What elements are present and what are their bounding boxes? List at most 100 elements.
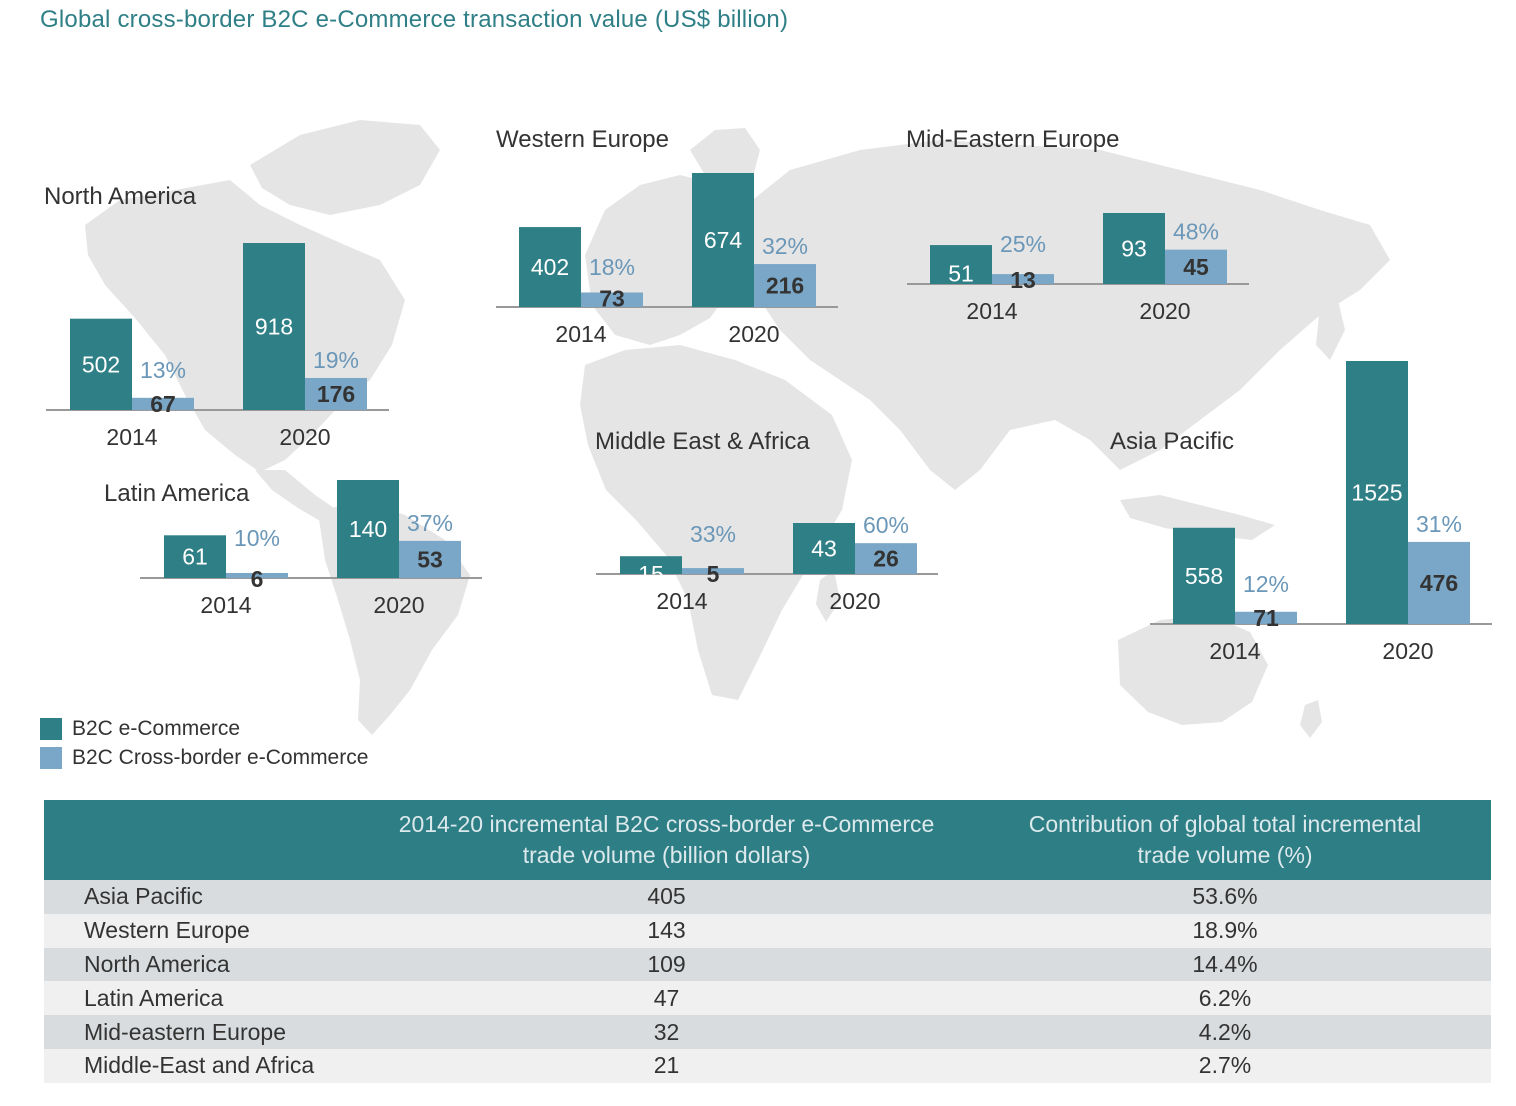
year-label-latin-america-2020: 2020 — [373, 592, 424, 618]
year-label-mid-eastern-europe-2014: 2014 — [966, 298, 1017, 324]
header-contribution: Contribution of global total incremental… — [959, 800, 1491, 880]
bar-cross-border-north-america-2014 — [132, 397, 194, 410]
cell-volume: 109 — [374, 947, 959, 982]
value-label-cross-border-western-europe-2020: 216 — [766, 273, 804, 299]
bar-b2c-asia-pacific-2020 — [1346, 361, 1408, 624]
cell-region: Middle-East and Africa — [44, 1048, 374, 1083]
bar-b2c-north-america-2020 — [243, 243, 305, 410]
bar-b2c-middle-east-africa-2020 — [793, 523, 855, 574]
cell-region: Asia Pacific — [44, 880, 374, 914]
bar-b2c-asia-pacific-2014 — [1173, 527, 1235, 624]
incremental-volume-table: 2014-20 incremental B2C cross-border e-C… — [44, 800, 1491, 1083]
percent-label-middle-east-africa-2014: 33% — [690, 521, 736, 547]
bar-b2c-mid-eastern-europe-2020 — [1103, 213, 1165, 284]
cell-region: Mid-eastern Europe — [44, 1015, 374, 1049]
year-label-latin-america-2014: 2014 — [200, 592, 251, 618]
cell-contribution: 2.7% — [959, 1048, 1491, 1083]
cell-contribution: 6.2% — [959, 981, 1491, 1016]
header-contribution-line2: trade volume (%) — [1137, 842, 1313, 868]
year-label-asia-pacific-2020: 2020 — [1382, 638, 1433, 664]
value-label-b2c-latin-america-2014: 61 — [182, 544, 208, 570]
cell-volume: 47 — [374, 981, 959, 1016]
value-label-cross-border-western-europe-2014: 73 — [599, 285, 625, 311]
table-header-row: 2014-20 incremental B2C cross-border e-C… — [44, 800, 1491, 880]
header-region — [44, 800, 374, 880]
percent-label-north-america-2020: 19% — [313, 347, 359, 373]
value-label-cross-border-asia-pacific-2020: 476 — [1420, 570, 1458, 596]
cell-volume: 405 — [374, 880, 959, 914]
bar-cross-border-western-europe-2020 — [754, 264, 816, 307]
value-label-cross-border-latin-america-2020: 53 — [417, 546, 443, 572]
year-label-asia-pacific-2014: 2014 — [1209, 638, 1260, 664]
value-label-b2c-middle-east-africa-2020: 43 — [811, 536, 837, 562]
value-label-cross-border-asia-pacific-2014: 71 — [1253, 605, 1279, 631]
year-label-middle-east-africa-2014: 2014 — [656, 588, 707, 614]
value-label-b2c-north-america-2014: 502 — [82, 351, 120, 377]
cell-region: Latin America — [44, 981, 374, 1016]
bar-b2c-latin-america-2020 — [337, 480, 399, 578]
value-label-b2c-mid-eastern-europe-2020: 93 — [1121, 236, 1147, 262]
value-label-b2c-western-europe-2020: 674 — [704, 227, 743, 253]
year-label-mid-eastern-europe-2020: 2020 — [1139, 298, 1190, 324]
header-volume: 2014-20 incremental B2C cross-border e-C… — [374, 800, 959, 880]
bar-cross-border-western-europe-2014 — [581, 292, 643, 307]
legend-swatch-b2c — [40, 717, 62, 740]
header-volume-line2: trade volume (billion dollars) — [522, 842, 811, 868]
region-title-latin-america: Latin America — [104, 480, 250, 507]
bar-cross-border-asia-pacific-2014 — [1235, 611, 1297, 624]
year-label-western-europe-2014: 2014 — [555, 321, 606, 347]
value-label-b2c-asia-pacific-2014: 558 — [1185, 563, 1223, 589]
chart-title: Global cross-border B2C e-Commerce trans… — [40, 6, 789, 33]
table-row: Latin America 47 6.2% — [44, 981, 1491, 1016]
percent-label-mid-eastern-europe-2014: 25% — [1000, 231, 1046, 257]
table-row: Western Europe 143 18.9% — [44, 913, 1491, 948]
bar-cross-border-middle-east-africa-2020 — [855, 543, 917, 574]
bar-b2c-western-europe-2014 — [519, 227, 581, 307]
cell-region: North America — [44, 947, 374, 982]
year-label-western-europe-2020: 2020 — [728, 321, 779, 347]
year-label-middle-east-africa-2020: 2020 — [829, 588, 880, 614]
cell-contribution: 18.9% — [959, 913, 1491, 948]
bar-cross-border-middle-east-africa-2014 — [682, 568, 744, 574]
percent-label-latin-america-2014: 10% — [234, 525, 280, 551]
cell-volume: 143 — [374, 913, 959, 948]
value-label-cross-border-mid-eastern-europe-2020: 45 — [1183, 254, 1209, 280]
legend-label-cross-border: B2C Cross-border e-Commerce — [72, 745, 369, 769]
table-row: North America 109 14.4% — [44, 947, 1491, 982]
bar-cross-border-latin-america-2014 — [226, 573, 288, 578]
bar-b2c-middle-east-africa-2014 — [620, 556, 682, 574]
legend-label-b2c: B2C e-Commerce — [72, 716, 241, 740]
percent-label-western-europe-2014: 18% — [589, 254, 635, 280]
value-label-cross-border-middle-east-africa-2020: 26 — [873, 546, 899, 572]
value-label-b2c-north-america-2020: 918 — [255, 314, 293, 340]
bar-cross-border-mid-eastern-europe-2014 — [992, 274, 1054, 284]
bar-cross-border-north-america-2020 — [305, 377, 367, 410]
cell-contribution: 4.2% — [959, 1015, 1491, 1049]
region-title-western-europe: Western Europe — [496, 126, 669, 153]
cell-volume: 21 — [374, 1048, 959, 1083]
bar-cross-border-latin-america-2020 — [399, 540, 461, 578]
table-row: Mid-eastern Europe 32 4.2% — [44, 1015, 1491, 1049]
table-row: Middle-East and Africa 21 2.7% — [44, 1048, 1491, 1083]
region-title-asia-pacific: Asia Pacific — [1110, 428, 1234, 455]
region-title-mid-eastern-europe: Mid-Eastern Europe — [906, 126, 1119, 153]
percent-label-middle-east-africa-2020: 60% — [863, 512, 909, 538]
percent-label-western-europe-2020: 32% — [762, 233, 808, 259]
bar-b2c-western-europe-2020 — [692, 173, 754, 307]
legend-item-cross-border: B2C Cross-border e-Commerce — [40, 743, 368, 772]
percent-label-latin-america-2020: 37% — [407, 510, 453, 536]
bar-cross-border-mid-eastern-europe-2020 — [1165, 249, 1227, 284]
percent-label-north-america-2014: 13% — [140, 357, 186, 383]
year-label-north-america-2020: 2020 — [279, 424, 330, 450]
legend-item-b2c: B2C e-Commerce — [40, 714, 368, 743]
bar-b2c-mid-eastern-europe-2014 — [930, 245, 992, 284]
region-title-north-america: North America — [44, 183, 197, 210]
header-volume-line1: 2014-20 incremental B2C cross-border e-C… — [398, 811, 935, 837]
bar-cross-border-asia-pacific-2020 — [1408, 541, 1470, 624]
cell-volume: 32 — [374, 1015, 959, 1049]
bar-b2c-north-america-2014 — [70, 318, 132, 410]
percent-label-mid-eastern-europe-2020: 48% — [1173, 219, 1219, 245]
region-title-middle-east-africa: Middle East & Africa — [595, 428, 810, 455]
header-contribution-line1: Contribution of global total incremental — [1028, 811, 1422, 837]
bar-b2c-latin-america-2014 — [164, 535, 226, 578]
